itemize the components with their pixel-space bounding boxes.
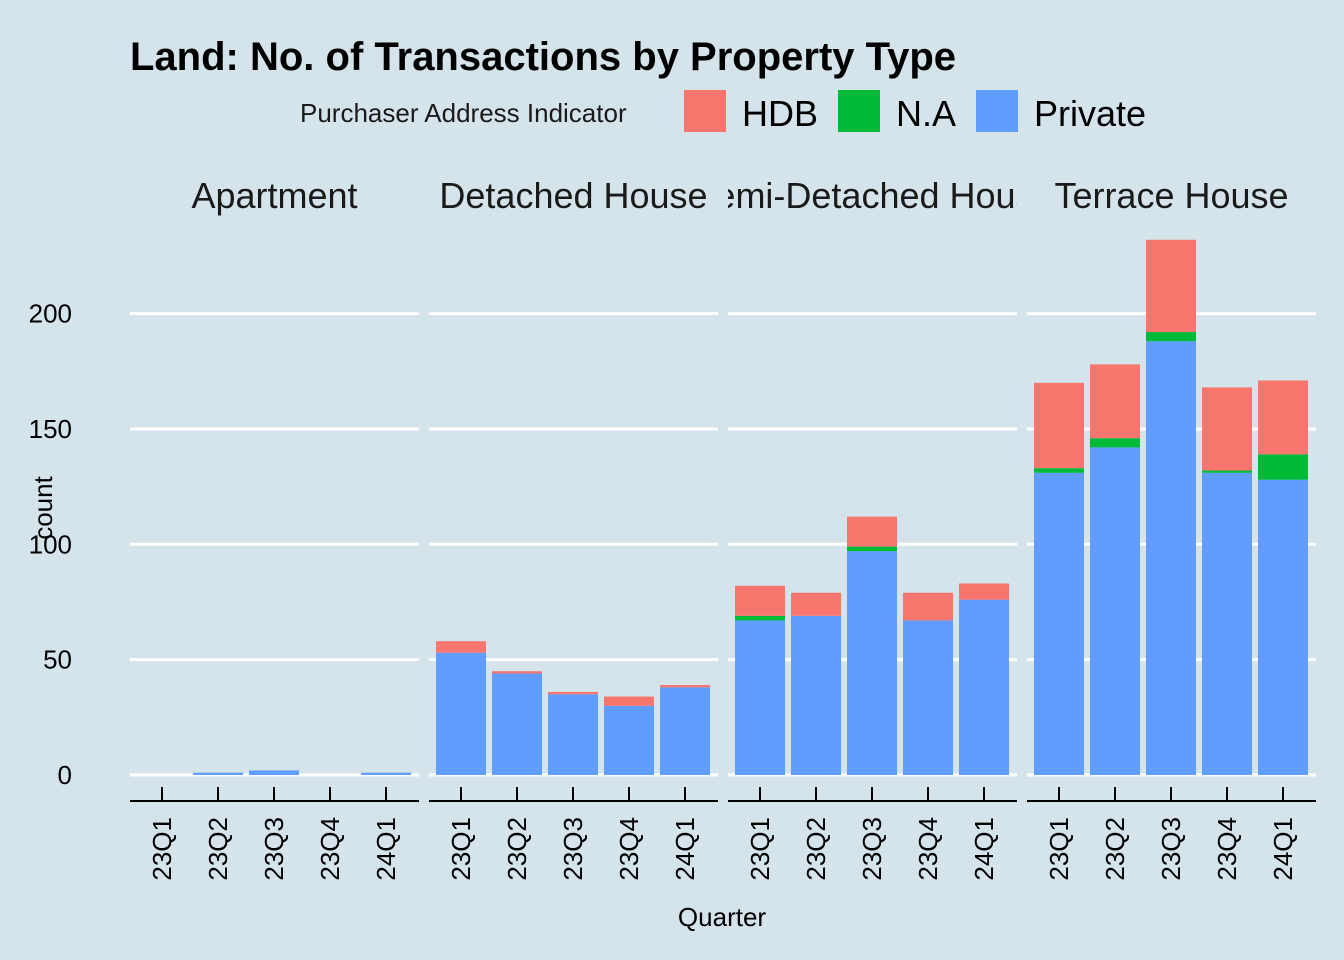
bar-segment-private bbox=[735, 620, 785, 775]
bar-segment-hdb bbox=[791, 592, 841, 616]
legend-key-hdb bbox=[684, 90, 726, 132]
x-tick-label: 24Q1 bbox=[1268, 817, 1298, 881]
bar-segment-hdb bbox=[492, 671, 542, 674]
bar-segment-hdb bbox=[1202, 387, 1252, 471]
x-tick-label: 24Q1 bbox=[670, 817, 700, 881]
facet-panel: Apartment 23Q1 23Q2 23Q3 23Q4 24Q1 bbox=[130, 175, 419, 881]
bar-segment-na bbox=[1202, 470, 1252, 473]
x-tick-label: 24Q1 bbox=[969, 817, 999, 881]
bar-segment-na bbox=[1258, 454, 1308, 480]
x-tick-label: 23Q1 bbox=[745, 817, 775, 881]
bar-segment-private bbox=[660, 687, 710, 775]
x-tick-label: 24Q1 bbox=[371, 817, 401, 881]
bar-segment-private bbox=[492, 673, 542, 775]
x-tick-label: 23Q2 bbox=[502, 817, 532, 881]
bar-segment-hdb bbox=[735, 585, 785, 616]
bar-segment-na bbox=[1034, 468, 1084, 473]
bar-segment-private bbox=[361, 772, 411, 775]
chart-title: Land: No. of Transactions by Property Ty… bbox=[130, 35, 956, 79]
x-tick-label: 23Q3 bbox=[259, 817, 289, 881]
facet-strip-label: Terrace House bbox=[1054, 175, 1288, 216]
x-tick-label: 23Q3 bbox=[857, 817, 887, 881]
y-axis: 0 50 100 150 200 bbox=[29, 299, 72, 790]
bar-segment-private bbox=[1034, 472, 1084, 775]
x-tick-label: 23Q3 bbox=[1156, 817, 1186, 881]
x-tick-label: 23Q3 bbox=[558, 817, 588, 881]
bar-segment-na bbox=[1146, 332, 1196, 342]
bar-segment-private bbox=[791, 615, 841, 775]
y-tick-label: 150 bbox=[29, 414, 72, 444]
legend-label: Private bbox=[1034, 93, 1146, 134]
bar-segment-private bbox=[1258, 479, 1308, 775]
legend-title: Purchaser Address Indicator bbox=[300, 98, 627, 128]
legend-label: N.A bbox=[896, 93, 956, 134]
facet-panel: Semi-Detached House 23Q1 23Q2 23Q3 23Q4 24Q1 bbox=[691, 175, 1053, 881]
bar-segment-hdb bbox=[847, 516, 897, 547]
bar-segment-hdb bbox=[548, 691, 598, 695]
bar-segment-private bbox=[1202, 472, 1252, 775]
bar-segment-private bbox=[436, 652, 486, 775]
bar-segment-hdb bbox=[660, 685, 710, 688]
x-tick-label: 23Q1 bbox=[147, 817, 177, 881]
facet-panel: Detached House 23Q1 23Q2 23Q3 23Q4 24Q1 bbox=[429, 175, 718, 881]
y-tick-label: 100 bbox=[29, 529, 72, 559]
bar-segment-private bbox=[1090, 447, 1140, 775]
bar-segment-private bbox=[604, 705, 654, 775]
y-tick-label: 200 bbox=[29, 299, 72, 329]
bar-segment-hdb bbox=[604, 696, 654, 706]
bar-segment-private bbox=[903, 620, 953, 775]
facet-strip-label: Detached House bbox=[439, 175, 707, 216]
x-tick-label: 23Q2 bbox=[203, 817, 233, 881]
x-tick-label: 23Q2 bbox=[1100, 817, 1130, 881]
x-tick-label: 23Q4 bbox=[315, 817, 345, 881]
bar-segment-na bbox=[735, 615, 785, 621]
bar-segment-private bbox=[1146, 341, 1196, 775]
legend: Purchaser Address Indicator HDB N.A Privat… bbox=[300, 90, 1146, 134]
bar-segment-private bbox=[249, 770, 299, 775]
facet-strip-label: Apartment bbox=[191, 175, 357, 216]
bar-segment-private bbox=[193, 772, 243, 775]
bar-segment-hdb bbox=[1034, 382, 1084, 469]
x-axis-title: Quarter bbox=[678, 902, 766, 932]
legend-key-na bbox=[838, 90, 880, 132]
bar-segment-hdb bbox=[1258, 380, 1308, 455]
x-tick-label: 23Q2 bbox=[801, 817, 831, 881]
y-tick-label: 50 bbox=[43, 645, 72, 675]
facet-panel: Terrace House 23Q1 23Q2 23Q3 23Q4 24Q1 bbox=[1027, 175, 1316, 881]
legend-key-private bbox=[976, 90, 1018, 132]
bar-segment-na bbox=[847, 546, 897, 552]
bar-segment-private bbox=[959, 599, 1009, 775]
bar-segment-hdb bbox=[903, 592, 953, 621]
x-tick-label: 23Q1 bbox=[1044, 817, 1074, 881]
bar-segment-hdb bbox=[436, 641, 486, 653]
x-tick-label: 23Q4 bbox=[1212, 817, 1242, 881]
facet-strip-label: Semi-Detached House bbox=[691, 175, 1053, 216]
x-tick-label: 23Q1 bbox=[446, 817, 476, 881]
bar-segment-hdb bbox=[1090, 364, 1140, 439]
y-axis-title: count bbox=[28, 475, 58, 539]
legend-label: HDB bbox=[742, 93, 818, 134]
bar-segment-hdb bbox=[959, 583, 1009, 600]
bar-segment-hdb bbox=[1146, 239, 1196, 333]
bar-segment-na bbox=[1090, 438, 1140, 448]
x-tick-label: 23Q4 bbox=[913, 817, 943, 881]
y-tick-label: 0 bbox=[58, 760, 72, 790]
bar-segment-private bbox=[548, 694, 598, 775]
bar-segment-private bbox=[847, 551, 897, 775]
x-tick-label: 23Q4 bbox=[614, 817, 644, 881]
